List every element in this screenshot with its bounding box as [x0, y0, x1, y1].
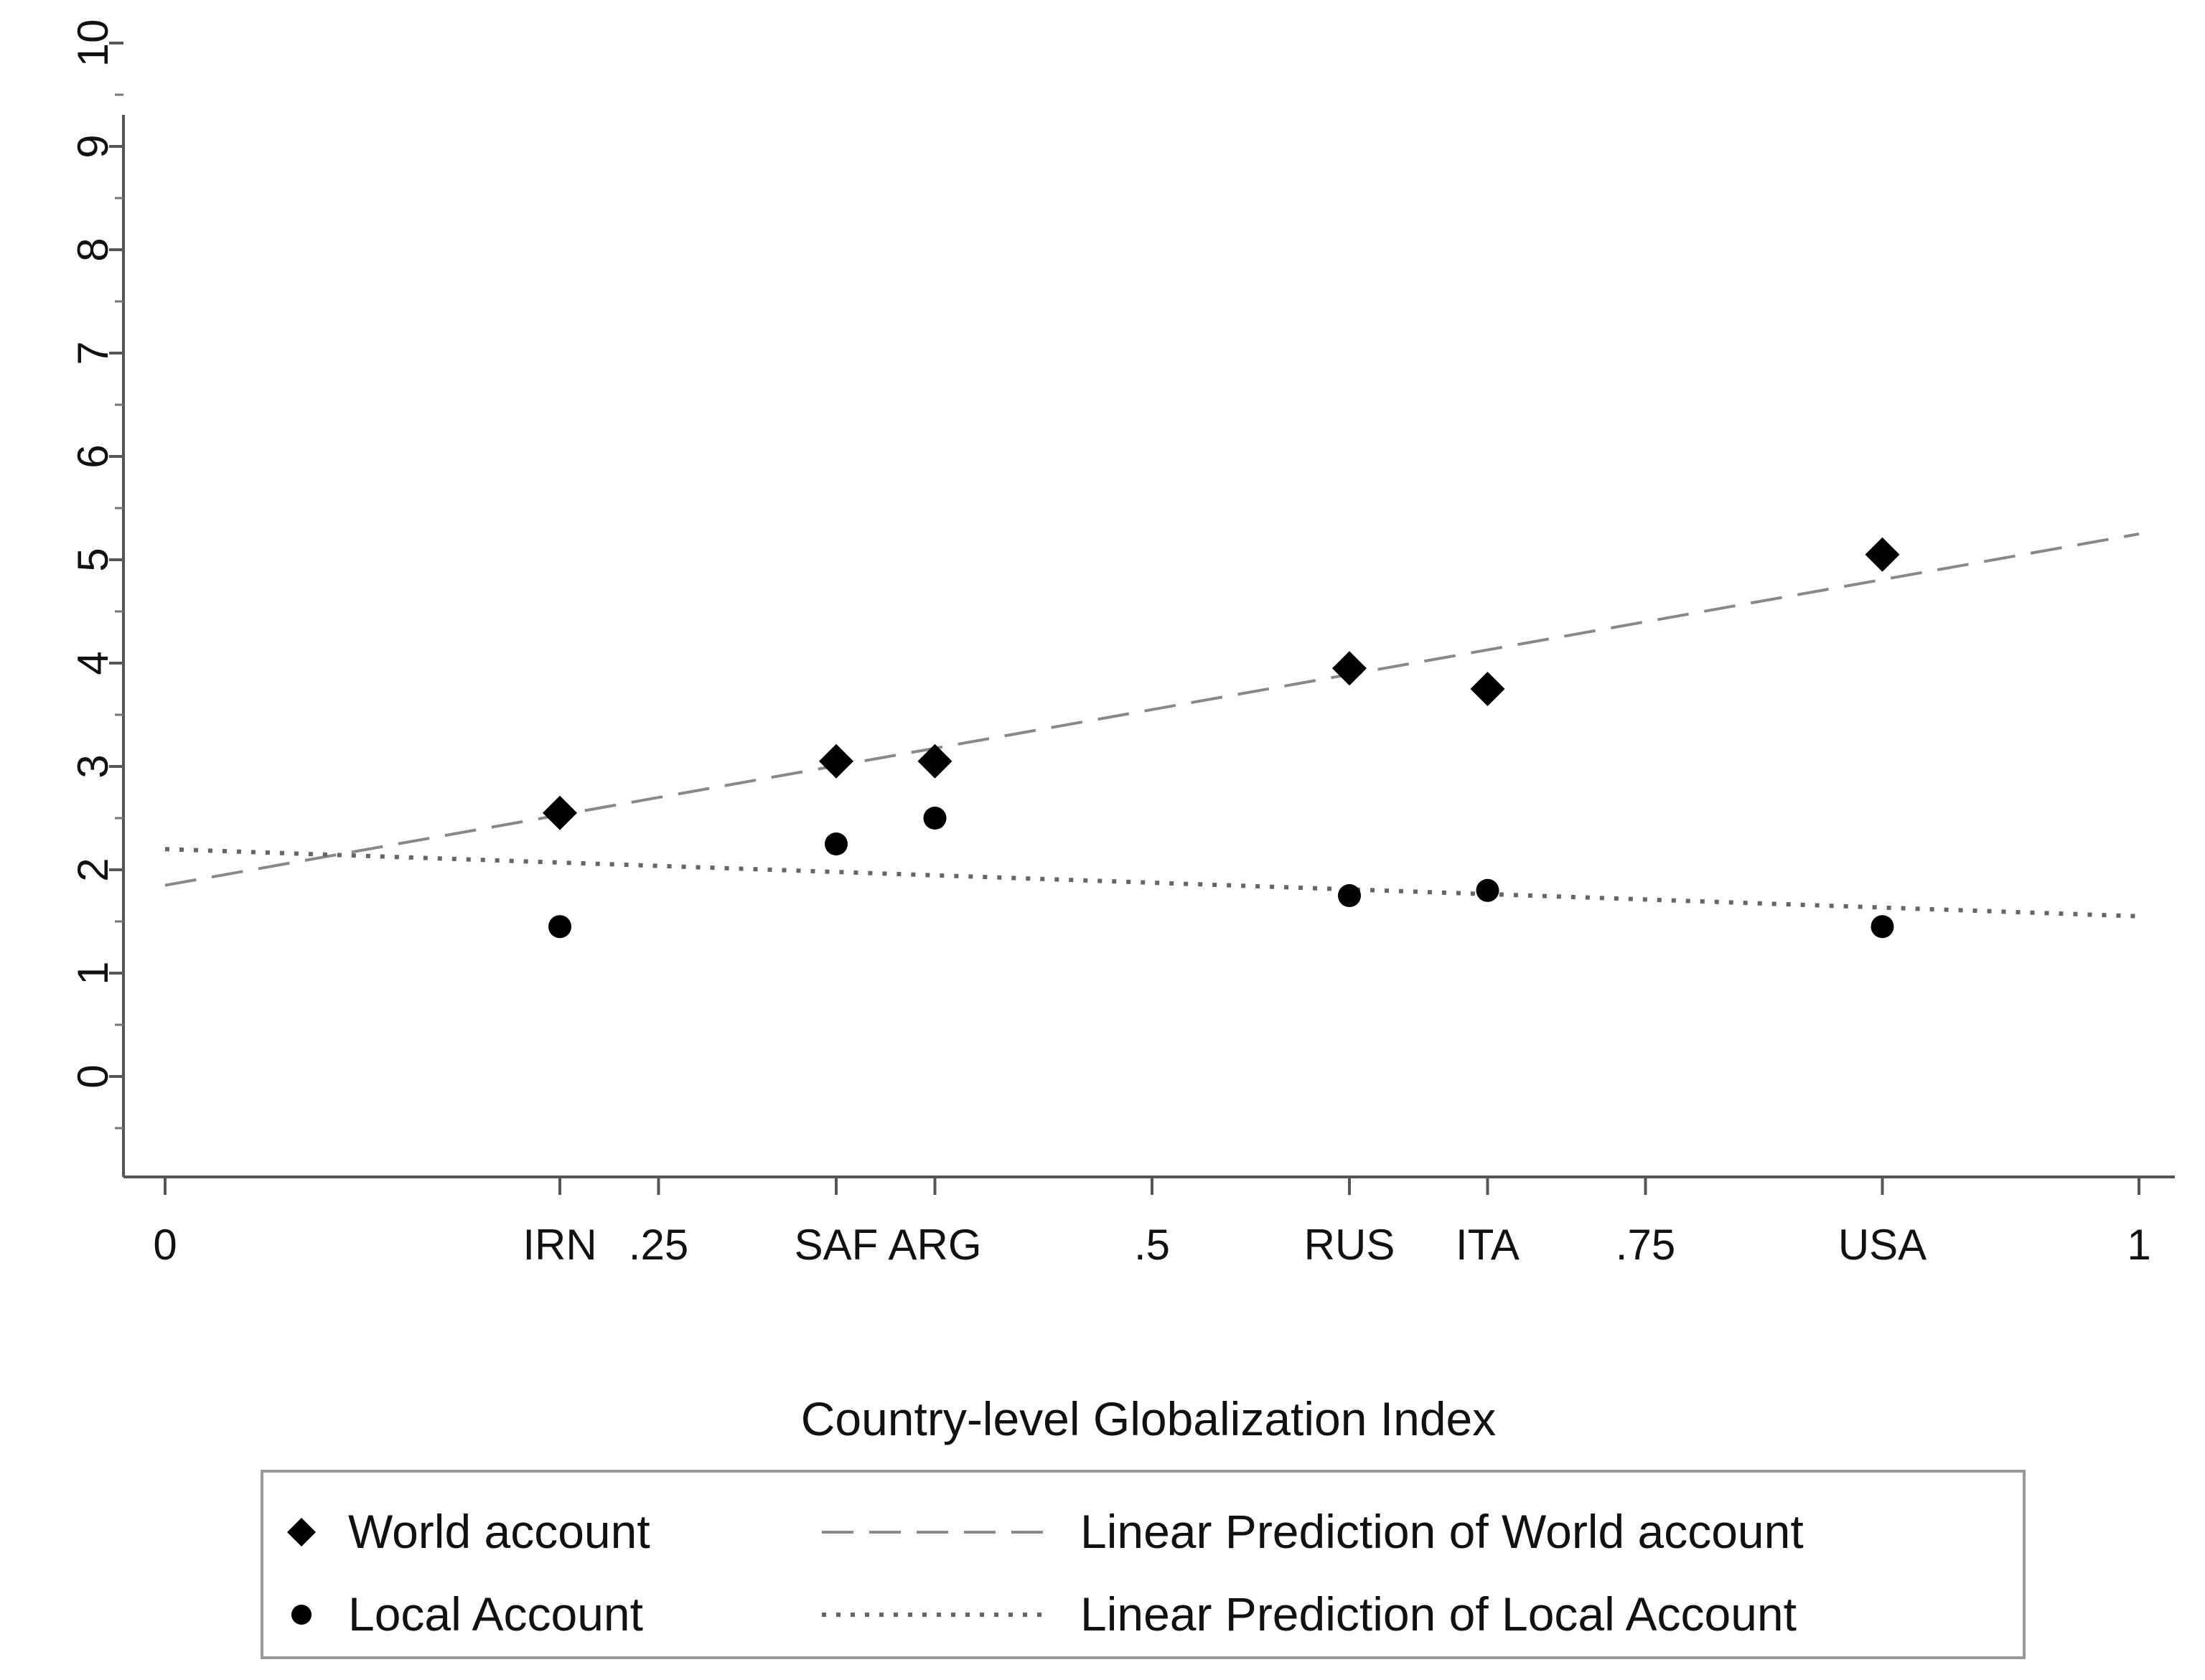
world-account-point: [1865, 537, 1900, 572]
y-tick-label: 1: [69, 961, 117, 985]
y-tick-label: 8: [69, 238, 117, 261]
fit-line-3: [164, 847, 2140, 919]
legend-symbol-world-account: [287, 1518, 316, 1547]
x-tick-label: .75: [1616, 1221, 1675, 1269]
local-account-point: [825, 832, 848, 855]
legend: World account Local Account Linear Predict…: [261, 1470, 2026, 1659]
legend-label: Linear Prediction of World account: [1080, 1505, 1804, 1558]
local-account-point: [548, 915, 571, 939]
world-account-point: [917, 743, 952, 779]
y-tick-label: 10: [69, 19, 117, 67]
fit-lines: [164, 532, 2140, 919]
y-tick-label: 9: [69, 134, 117, 158]
world-account-point: [1332, 651, 1367, 686]
x-tick-label: .25: [629, 1221, 688, 1269]
x-tick-label: ARG: [888, 1221, 981, 1269]
y-tick-label: 2: [69, 858, 117, 881]
x-tick-label: .5: [1134, 1221, 1170, 1269]
x-tick-label: IRN: [523, 1221, 596, 1269]
x-tick-label: 1: [2127, 1221, 2150, 1269]
legend-label: World account: [348, 1505, 650, 1558]
fit-line-2: [164, 532, 2140, 887]
x-tick-label: RUS: [1304, 1221, 1395, 1269]
data-points: [543, 537, 1900, 939]
world-account-point: [1470, 672, 1505, 706]
x-tick-label: USA: [1838, 1221, 1927, 1269]
legend-items: World account Local Account Linear Predict…: [287, 1505, 1804, 1641]
world-account-point: [543, 795, 577, 830]
legend-box: [261, 1470, 2026, 1659]
legend-label: Local Account: [348, 1587, 643, 1641]
x-tick-label: ITA: [1456, 1221, 1520, 1269]
x-axis-title: Country-level Globalization Index: [801, 1392, 1497, 1445]
x-tick-label: 0: [153, 1221, 177, 1269]
x-tick-label: SAF: [795, 1221, 879, 1269]
x-tick-group: 0 IRN .25 SAF ARG .5 RUS ITA .75 USA 1: [153, 1177, 2151, 1269]
y-tick-group: 0 1 2 3 4 5 6 7 8 9 10: [69, 19, 123, 1130]
y-tick-label: 7: [69, 341, 117, 365]
legend-label: Linear Prediction of Local Account: [1080, 1587, 1797, 1641]
y-tick-label: 4: [69, 651, 117, 675]
axes: [122, 115, 2175, 1178]
world-account-point: [819, 743, 853, 779]
y-tick-label: 0: [69, 1064, 117, 1088]
local-account-point: [923, 807, 947, 830]
local-account-point: [1476, 878, 1499, 902]
legend-symbol-local-account: [291, 1605, 312, 1625]
local-account-point: [1338, 884, 1361, 907]
local-account-point: [1871, 915, 1894, 939]
y-tick-label: 3: [69, 754, 117, 778]
y-tick-label: 5: [69, 548, 117, 571]
y-tick-label: 6: [69, 444, 117, 468]
